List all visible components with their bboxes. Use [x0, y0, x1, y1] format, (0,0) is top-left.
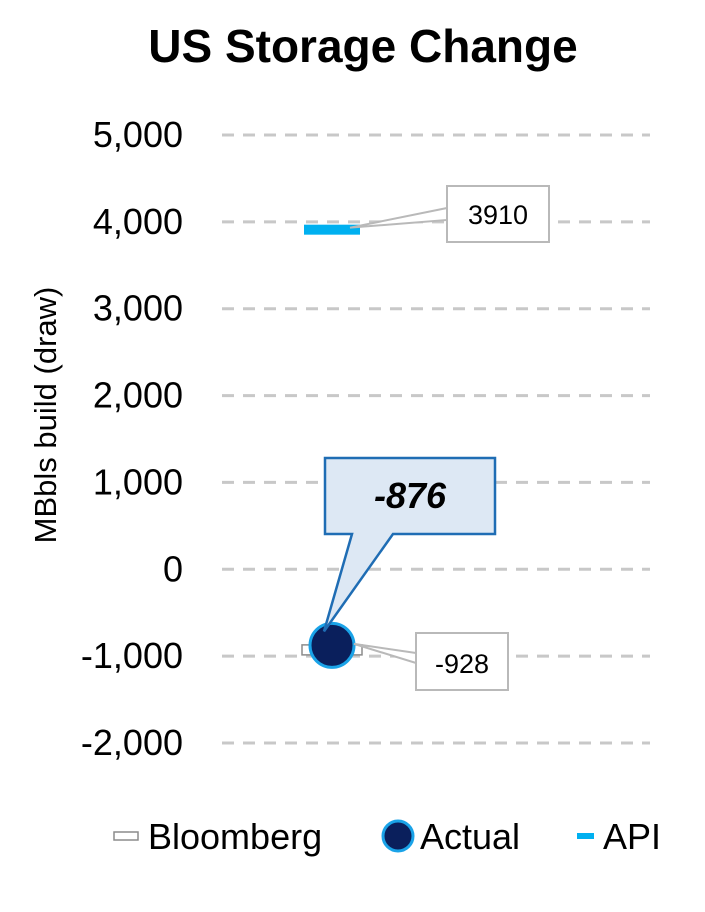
y-tick-label: 2,000: [93, 375, 183, 416]
y-tick-label: -1,000: [81, 635, 183, 676]
api-label-box: [446, 185, 550, 243]
data-labels: 3910 -928 -876: [322, 185, 550, 691]
actual-data-label: -876: [374, 475, 447, 516]
data-marks: [301, 224, 363, 669]
bloomberg-label-leader: [353, 642, 417, 665]
legend-actual-swatch: [381, 819, 415, 853]
legend-actual-label: Actual: [420, 816, 520, 857]
api-label-leader: [349, 206, 448, 229]
actual-marker: [308, 621, 356, 669]
y-axis-label: MBbls build (draw): [28, 287, 63, 544]
y-tick-label: 0: [163, 548, 183, 589]
legend-bloomberg-label: Bloomberg: [148, 816, 322, 857]
legend-api-label: API: [603, 816, 661, 857]
y-tick-label: 5,000: [93, 114, 183, 155]
api-data-label: 3910: [468, 200, 528, 230]
bloomberg-label-box: [415, 632, 509, 691]
y-tick-label: 1,000: [93, 461, 183, 502]
api-marker: [304, 224, 360, 235]
bloomberg-data-label: -928: [435, 649, 489, 679]
chart-title: US Storage Change: [148, 20, 577, 72]
actual-label-callout: [322, 456, 497, 633]
y-tick-label: 4,000: [93, 201, 183, 242]
legend-bloomberg-swatch: [113, 831, 139, 841]
legend: Bloomberg Actual API: [113, 816, 661, 857]
y-tick-label: -2,000: [81, 722, 183, 763]
y-tick-labels: 5,000 4,000 3,000 2,000 1,000 0 -1,000 -2,000: [81, 114, 183, 763]
legend-api-swatch: [577, 833, 594, 839]
y-tick-label: 3,000: [93, 288, 183, 329]
